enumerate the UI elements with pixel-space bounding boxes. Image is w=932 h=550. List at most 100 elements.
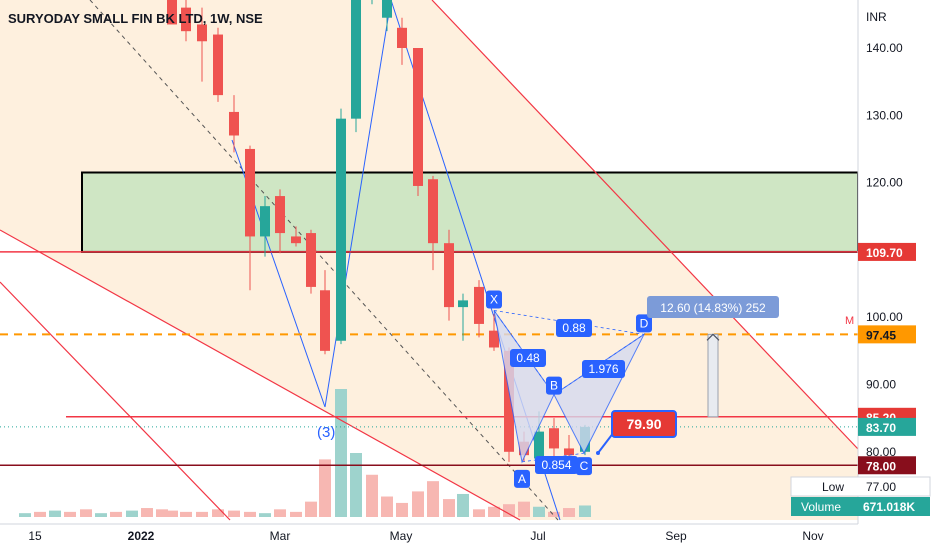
volume-bar xyxy=(274,509,286,517)
pattern-point-badge[interactable] xyxy=(636,314,652,333)
zone-price-badge[interactable] xyxy=(858,242,916,261)
candles xyxy=(167,0,590,462)
time-axis: 15 2022 Mar May Jul Sep Nov xyxy=(0,523,858,550)
candle-body[interactable] xyxy=(306,233,316,287)
pattern-point-label: B xyxy=(550,379,558,393)
last-price-badge[interactable] xyxy=(858,417,916,436)
candle-body[interactable] xyxy=(564,448,574,456)
x-tick-label: 15 xyxy=(28,529,42,543)
pattern-point-label: A xyxy=(518,472,526,486)
channel-lower-line[interactable] xyxy=(0,281,231,521)
candle-body[interactable] xyxy=(167,0,177,25)
target-price-badge-label: 97.45 xyxy=(866,328,896,342)
background-layer xyxy=(0,0,859,520)
candle-body[interactable] xyxy=(229,111,239,136)
candle-body[interactable] xyxy=(397,27,407,48)
x-tick-label: Mar xyxy=(270,529,291,543)
y-tick-label: 100.00 xyxy=(866,310,903,324)
measure-range[interactable] xyxy=(707,333,719,418)
candle-body[interactable] xyxy=(336,118,346,341)
ratio-badge[interactable] xyxy=(535,456,578,474)
volume-bar xyxy=(34,511,46,517)
volume-bar xyxy=(503,504,515,517)
last-price-badge-label: 83.70 xyxy=(866,421,896,435)
low-label: Low xyxy=(822,480,844,494)
volume-bar xyxy=(533,506,545,517)
pattern-point-label: D xyxy=(640,316,649,330)
volume-bar xyxy=(49,510,61,517)
x-tick-label: Jul xyxy=(530,529,545,543)
candle-body[interactable] xyxy=(351,0,361,119)
volume-bar xyxy=(212,509,224,517)
low-value: 77.00 xyxy=(866,480,896,494)
price-callout-label: 79.90 xyxy=(626,416,661,432)
candle-body[interactable] xyxy=(320,290,330,351)
ratio-label: 1.976 xyxy=(588,362,618,376)
target-price-badge[interactable] xyxy=(858,325,916,344)
measure-badge[interactable] xyxy=(647,296,779,318)
ratio-badge[interactable] xyxy=(582,360,625,378)
candle-body[interactable] xyxy=(245,148,255,237)
measure-arrowhead xyxy=(706,333,720,341)
candle-body[interactable] xyxy=(428,179,438,244)
channel-mid-line[interactable] xyxy=(0,229,521,521)
price-callout[interactable] xyxy=(611,410,677,438)
volume-bar xyxy=(244,511,256,517)
candle-body[interactable] xyxy=(458,300,468,308)
volume-bar xyxy=(427,481,439,517)
candle-body[interactable] xyxy=(213,34,223,96)
volume-bar xyxy=(166,510,178,517)
pattern-point-badge[interactable] xyxy=(546,376,562,395)
support-price-badge[interactable] xyxy=(858,456,916,475)
volume-bar xyxy=(95,513,107,517)
ratio-label: 0.88 xyxy=(562,321,586,335)
candle-body[interactable] xyxy=(181,7,191,32)
volume-bar xyxy=(443,499,455,517)
volume-bar xyxy=(350,453,362,517)
candle-body[interactable] xyxy=(260,206,270,237)
currency-label: INR xyxy=(866,10,887,24)
pattern-xd-line xyxy=(493,310,645,335)
volume-bar xyxy=(473,509,485,517)
volume-bar xyxy=(319,459,331,517)
volume-bar xyxy=(290,511,302,517)
candle-body[interactable] xyxy=(444,243,454,308)
candle-body[interactable] xyxy=(197,24,207,42)
ratio-badge[interactable] xyxy=(556,319,592,337)
volume-bar xyxy=(180,511,192,517)
volume-bar xyxy=(19,513,31,517)
pattern-point-badge[interactable] xyxy=(576,457,592,476)
volume-bar xyxy=(579,505,591,517)
volume-label: Volume xyxy=(801,500,841,514)
demand-zone[interactable] xyxy=(81,171,859,253)
y-tick-label: 80.00 xyxy=(866,445,896,459)
channel-upper-line[interactable] xyxy=(431,0,859,450)
edge-mark: M xyxy=(845,315,854,327)
candle-body[interactable] xyxy=(534,431,544,459)
pattern-point-badge[interactable] xyxy=(486,290,502,309)
zone-price-badge-label: 109.70 xyxy=(866,246,903,260)
ratio-badge[interactable] xyxy=(510,349,546,367)
pattern-point-badge[interactable] xyxy=(514,469,530,488)
ratio-label: 0.854 xyxy=(541,458,571,472)
volume-bar xyxy=(126,510,138,517)
volume-bar xyxy=(457,493,469,517)
volume-bar xyxy=(518,501,530,517)
candle-body[interactable] xyxy=(504,350,514,452)
volume-info-row xyxy=(791,497,930,516)
candle-body[interactable] xyxy=(474,286,484,324)
candle-body[interactable] xyxy=(413,48,423,186)
volume-bar xyxy=(396,502,408,517)
volume-bars xyxy=(19,389,591,517)
volume-bar xyxy=(259,513,271,517)
x-tick-label: Sep xyxy=(665,529,687,543)
candle-body[interactable] xyxy=(549,428,559,449)
candle-body[interactable] xyxy=(275,196,285,234)
y-tick-label: 90.00 xyxy=(866,378,896,392)
x-tick-label: Nov xyxy=(802,529,823,543)
volume-bar xyxy=(412,491,424,517)
candle-body[interactable] xyxy=(291,236,301,244)
candle-body[interactable] xyxy=(489,330,499,348)
candle-body[interactable] xyxy=(382,0,392,18)
